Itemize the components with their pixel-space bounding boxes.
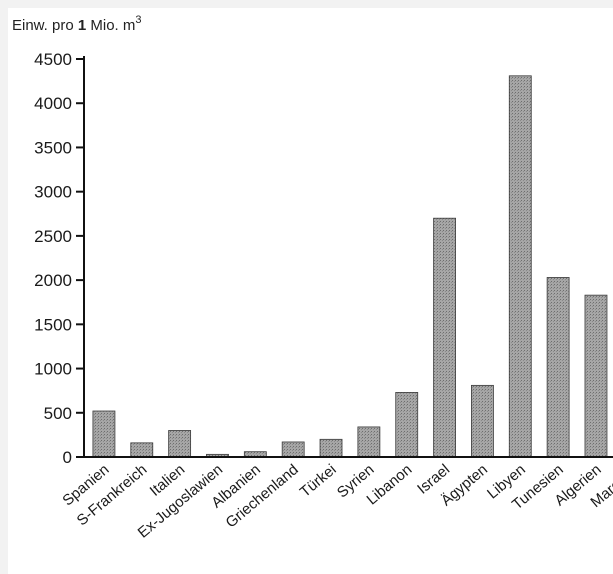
y-tick-label: 3500 bbox=[34, 138, 72, 157]
x-tick-label: Türkei bbox=[297, 461, 340, 501]
y-axis-ticks: 0 500 1000 1500 2000 2500 3000 3500 4000 4500 bbox=[34, 50, 84, 467]
y-tick-label: 2000 bbox=[34, 271, 72, 290]
y-tick-label: 0 bbox=[63, 448, 72, 467]
y-tick-label: 1500 bbox=[34, 315, 72, 334]
y-tick-label: 4500 bbox=[34, 50, 72, 69]
bar bbox=[584, 294, 608, 458]
bar bbox=[508, 75, 532, 458]
x-axis-labels: SpanienS-FrankreichItalienEx-Jugoslawien… bbox=[59, 461, 613, 542]
bar bbox=[130, 442, 154, 458]
y-tick-label: 4000 bbox=[34, 94, 72, 113]
bar bbox=[281, 441, 305, 458]
bar bbox=[546, 277, 570, 458]
bar bbox=[357, 426, 381, 458]
bar-chart: Einw. pro 1 Mio. m3 0 500 1000 1500 2000 2500… bbox=[12, 14, 613, 542]
y-tick-label: 2500 bbox=[34, 227, 72, 246]
bar bbox=[395, 392, 419, 458]
bar bbox=[168, 430, 192, 458]
y-tick-label: 1000 bbox=[34, 360, 72, 379]
bar bbox=[319, 438, 343, 458]
bars bbox=[92, 75, 608, 458]
chart-area: Einw. pro 1 Mio. m3 0 500 1000 1500 2000 2500… bbox=[8, 8, 613, 574]
bar bbox=[471, 384, 494, 458]
y-axis-unit-label: Einw. pro 1 Mio. m3 bbox=[12, 14, 142, 34]
bar bbox=[92, 410, 116, 458]
bar bbox=[433, 217, 456, 458]
y-tick-label: 3000 bbox=[34, 183, 72, 202]
y-tick-label: 500 bbox=[44, 404, 72, 423]
